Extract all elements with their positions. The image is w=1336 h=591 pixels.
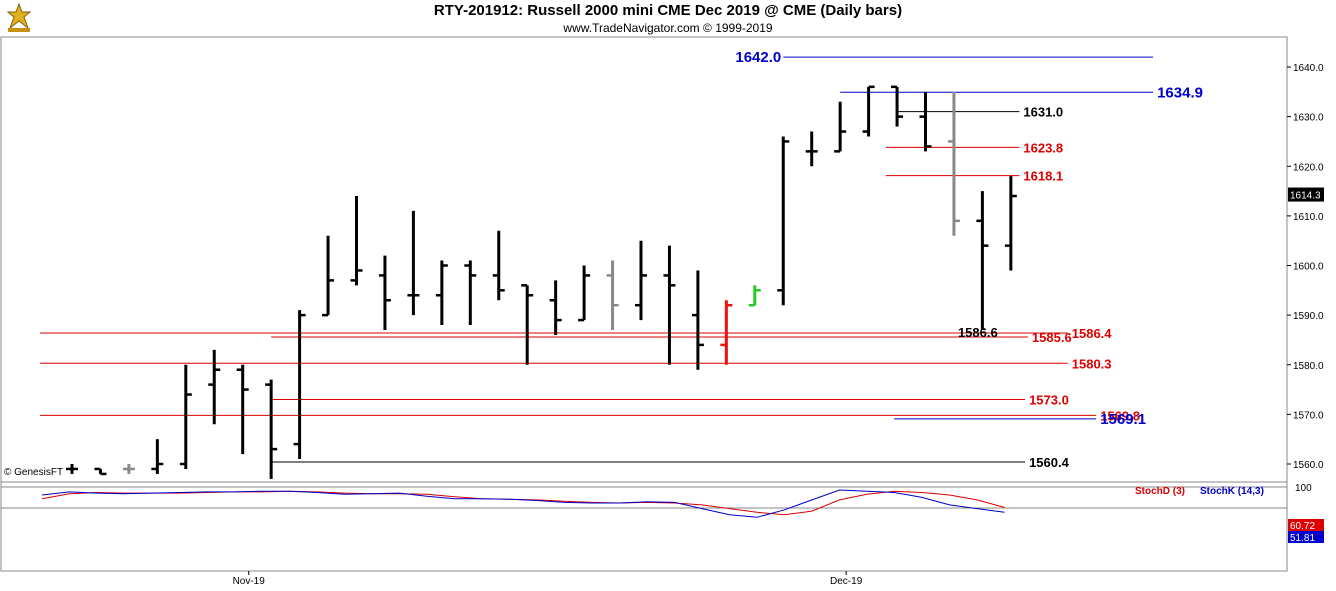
price-bar [862, 85, 875, 137]
y-tick-label: 1560.0 [1293, 460, 1324, 471]
price-bar [691, 270, 704, 370]
credit-label: © GenesisFT [4, 467, 64, 478]
stoch-k-line [41, 489, 1005, 518]
price-bar [435, 260, 448, 326]
price-bar [1004, 176, 1017, 271]
date-axis: Nov-19 Dec-19 [233, 571, 863, 587]
price-bar [179, 364, 192, 469]
price-bar [521, 284, 534, 365]
stoch-k-legend: StochK (14,3) [1200, 486, 1264, 497]
price-bar [947, 91, 960, 236]
price-bar [805, 131, 818, 167]
chart-subtitle: www.TradeNavigator.com © 1999-2019 [563, 21, 773, 35]
level-label: 1569.1 [1100, 411, 1146, 428]
y-tick-label: 1580.0 [1293, 361, 1324, 372]
price-bar [549, 280, 562, 335]
price-bar [976, 191, 989, 331]
y-tick-label: 1590.0 [1293, 311, 1324, 322]
ohlc-bars [66, 85, 1017, 479]
chart-frame [0, 36, 1288, 572]
price-bar [578, 265, 591, 322]
y-tick-label: 1570.0 [1293, 410, 1324, 421]
price-bar [464, 260, 477, 326]
price-bar [208, 349, 221, 425]
price-bar [122, 464, 135, 474]
level-label: 1618.1 [1023, 169, 1063, 184]
price-bar [492, 230, 505, 301]
price-bar [265, 379, 278, 479]
price-bar [378, 255, 391, 331]
stoch-d-line [41, 490, 1005, 516]
level-label: 1580.3 [1072, 356, 1112, 371]
stoch-k-last-box [1288, 531, 1324, 543]
last-price-box [1288, 187, 1324, 202]
y-tick-label: 1630.0 [1293, 113, 1324, 124]
stoch-tick-label: 100 [1295, 483, 1312, 494]
price-levels: 1642.0 1634.9 1631.0 1623.8 1618.1 1586.41585… [40, 49, 1203, 470]
x-tick-label: Nov-19 [233, 576, 266, 587]
price-bar [606, 260, 619, 331]
price-bar [777, 136, 790, 306]
price-bar [151, 439, 164, 474]
price-bar [407, 210, 420, 316]
price-bar [66, 464, 78, 474]
level-label: 1586.6 [958, 325, 998, 340]
price-bar [236, 364, 249, 455]
stoch-k-last: 51.81 [1290, 533, 1315, 544]
logo-icon [4, 2, 34, 34]
y-tick-label: 1610.0 [1293, 212, 1324, 223]
price-bar [748, 285, 761, 307]
price-bar [919, 91, 932, 152]
price-bar [720, 300, 733, 365]
chart-title: RTY-201912: Russell 2000 mini CME Dec 20… [433, 2, 903, 19]
stoch-d-last-box [1288, 519, 1324, 531]
y-tick-label: 1640.0 [1293, 63, 1324, 74]
price-bar [663, 245, 676, 365]
level-label: 1569.8 [1100, 408, 1140, 423]
price-bar [293, 310, 306, 460]
price-bar [635, 240, 647, 321]
price-bar [350, 196, 363, 286]
level-label: 1573.0 [1029, 392, 1069, 407]
price-axis: 1560.0 1570.0 1580.0 1590.0 1600.0 1610.0 1620… [1286, 37, 1324, 571]
stoch-d-legend: StochD (3) [1135, 486, 1185, 497]
y-tick-label: 1620.0 [1293, 162, 1324, 173]
level-label: 1631.0 [1023, 105, 1063, 120]
last-price-label: 1614.3 [1290, 191, 1321, 202]
price-bar [94, 467, 107, 476]
plot-border [0, 36, 1288, 572]
level-label: 1642.0 [735, 49, 781, 66]
x-tick-label: Dec-19 [830, 576, 863, 587]
price-bar [891, 85, 904, 127]
price-bar [322, 235, 335, 317]
level-label: 1585.6 [1032, 330, 1072, 345]
level-label: 1634.9 [1157, 84, 1203, 101]
level-label: 1560.4 [1029, 455, 1070, 470]
level-label: 1586.4 [1072, 326, 1113, 341]
price-bar [834, 101, 847, 153]
stoch-d-last: 60.72 [1290, 521, 1315, 532]
level-label: 1623.8 [1023, 140, 1063, 155]
y-tick-label: 1600.0 [1293, 262, 1324, 273]
